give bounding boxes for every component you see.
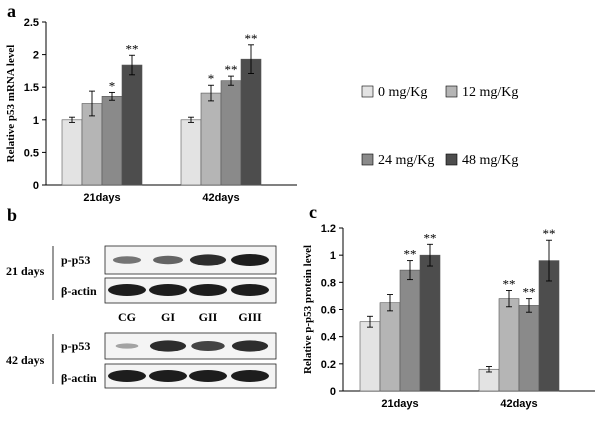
blot-row-label-42-actin: β-actin [61,371,97,385]
legend-label-3: 48 mg/Kg [462,153,518,168]
a-significance-mark: ** [245,31,258,46]
blot-group-label-21: 21 days [6,264,45,278]
c-ytick-label: 1 [330,250,336,262]
a-ytick-label: 0.5 [24,147,39,159]
a-significance-mark: * [109,78,116,93]
lane-label-gi: GI [161,310,175,324]
blot-bands-42-actin [108,370,269,382]
a-ytick-label: 2.5 [24,17,39,29]
blot-band [108,284,146,296]
blot-row-label-21-actin: β-actin [61,284,97,298]
c-significance-mark: ** [503,276,516,291]
lane-label-gii: GII [199,310,218,324]
c-significance-mark: ** [523,285,536,300]
c-bar-42days-1 [498,298,520,392]
c-significance-mark: ** [424,230,437,245]
blot-band [231,370,269,382]
a-bar-21days-2 [101,96,123,186]
c-ytick-label: 0.8 [321,277,336,289]
a-significance-mark: ** [126,41,139,56]
c-bar-21days-0 [359,321,381,392]
a-ytick-label: 0 [33,180,39,192]
legend-swatch-3 [445,153,458,166]
lane-label-giii: GIII [238,310,262,324]
a-ytick-label: 1 [33,115,39,127]
a-bar-42days-2 [220,80,242,186]
c-significance-mark: ** [543,226,556,241]
a-bar-42days-1 [200,92,222,186]
c-ytick-label: 0 [330,386,336,398]
blot-band [149,284,187,296]
c-category-label: 42days [500,398,537,410]
legend-item-1: 12 mg/Kg [445,85,518,100]
lane-label-cg: CG [118,310,136,324]
legend-label-1: 12 mg/Kg [462,85,518,100]
a-category-label: 21days [83,192,120,204]
blot-band [153,255,183,265]
legend-item-0: 0 mg/Kg [361,85,427,100]
blot-group-label-42: 42 days [6,353,45,367]
a-ytick-label: 2 [33,50,39,62]
legend-label-2: 24 mg/Kg [378,153,434,168]
blot-bands-21-actin [108,284,269,296]
c-bar-42days-2 [518,305,540,392]
blot-band [231,340,269,352]
blot-band [231,254,269,266]
legend-label-0: 0 mg/Kg [378,85,427,100]
a-bar-42days-3 [240,58,262,186]
legend-swatch-2 [361,153,374,166]
panel-label-b: b [7,205,17,225]
blot-band [149,370,187,382]
blot-band [189,370,227,382]
blot-row-label-21-pp53: p-p53 [61,253,90,267]
c-bar-21days-3 [419,254,441,392]
c-category-label: 21days [381,398,418,410]
c-significance-mark: ** [404,247,417,262]
blot-band [189,254,227,266]
legend-item-2: 24 mg/Kg [361,153,434,168]
legend-item-3: 48 mg/Kg [445,153,518,168]
blot-band [112,256,142,264]
western-blot-panel: 21 days p-p53 β-actin CG GI GII GIII 42 … [6,245,277,389]
c-bar-21days-2 [399,269,421,392]
panel-label-a: a [7,1,16,21]
blot-row-label-42-pp53: p-p53 [61,339,90,353]
a-significance-mark: * [208,71,215,86]
c-ylabel: Relative p-p53 protein level [302,245,314,374]
blot-band [149,340,187,352]
a-ytick-label: 1.5 [24,82,39,94]
c-ytick-label: 1.2 [321,223,336,235]
a-bar-21days-3 [121,64,143,186]
c-bar-42days-0 [478,368,500,392]
a-category-label: 42days [202,192,239,204]
legend-swatch-0 [361,85,374,98]
blot-band [108,370,146,382]
c-ytick-label: 0.2 [321,359,336,371]
legend: 0 mg/Kg 12 mg/Kg 24 mg/Kg 48 mg/Kg [361,85,518,168]
blot-band [189,284,227,296]
chart-c: 0 0.2 0.4 0.6 0.8 1 1.2 Relative p-p53 protein … [302,223,595,410]
blot-band [115,343,139,349]
blot-bands-42-pp53 [115,340,269,352]
a-significance-mark: ** [225,62,238,77]
blot-band [231,284,269,296]
c-ytick-label: 0.4 [321,332,337,344]
a-bar-21days-0 [61,119,83,186]
c-bar-21days-1 [379,302,401,392]
legend-swatch-1 [445,85,458,98]
blot-bands-21-pp53 [112,254,269,266]
a-ylabel: Relative p53 mRNA level [5,45,17,163]
a-bar-42days-0 [180,119,202,186]
c-ytick-label: 0.6 [321,305,336,317]
blot-band [191,341,225,351]
panel-label-c: c [309,202,317,222]
